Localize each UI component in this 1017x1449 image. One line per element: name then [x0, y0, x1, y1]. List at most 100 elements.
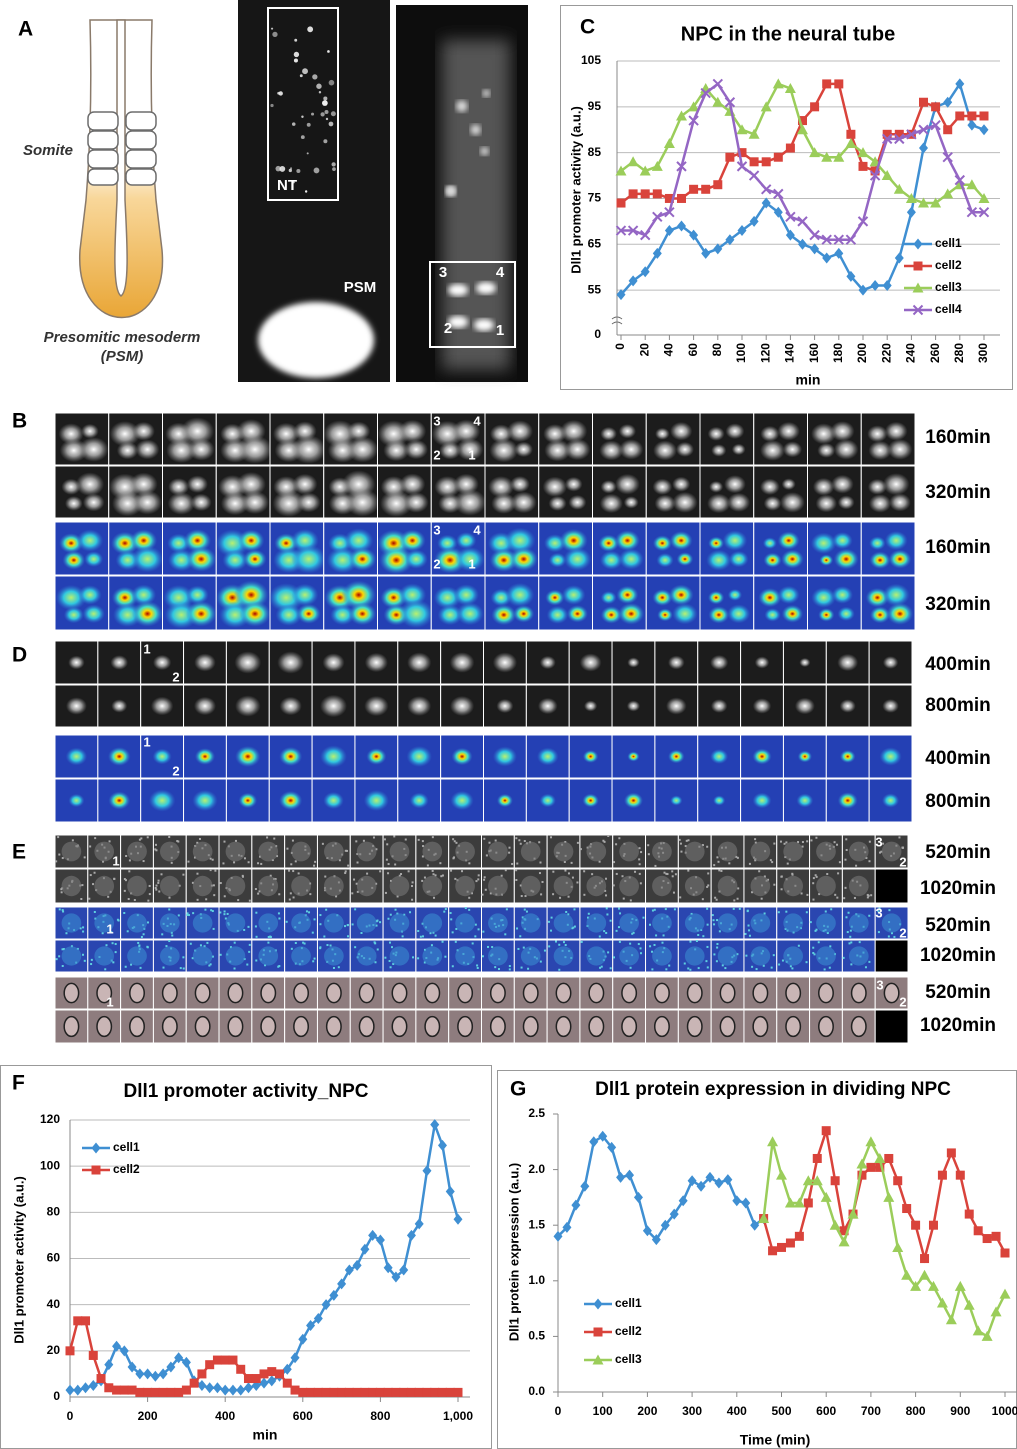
cell-signal	[816, 842, 836, 862]
noise	[509, 965, 511, 967]
x-tick-label: 0	[613, 343, 627, 350]
noise	[171, 862, 173, 864]
noise	[412, 881, 414, 883]
noise	[88, 898, 90, 900]
nt-spot	[294, 39, 297, 42]
noise	[810, 839, 812, 841]
nt-spot	[324, 110, 328, 114]
noise	[558, 969, 560, 971]
noise	[354, 908, 356, 910]
noise	[158, 880, 160, 882]
noise	[489, 842, 491, 844]
noise	[790, 965, 792, 967]
noise	[273, 838, 275, 840]
noise	[292, 870, 294, 872]
marker	[859, 162, 868, 171]
noise	[255, 925, 257, 927]
noise	[344, 872, 346, 874]
cell-signal	[813, 478, 834, 496]
noise	[739, 908, 741, 910]
marker	[846, 130, 855, 139]
noise	[606, 913, 608, 915]
noise	[491, 946, 493, 948]
cell-signal	[885, 531, 908, 550]
cell-signal	[732, 444, 746, 455]
noise	[849, 936, 851, 938]
cell-signal	[838, 607, 855, 621]
cell-outline	[852, 983, 866, 1002]
nt-spot	[320, 112, 324, 116]
noise	[845, 887, 847, 889]
noise	[190, 943, 192, 945]
noise	[868, 961, 870, 963]
noise	[373, 837, 375, 839]
nt-spot	[329, 122, 334, 127]
noise	[435, 935, 437, 937]
cell-signal	[668, 750, 684, 764]
cell-signal	[239, 601, 270, 627]
cell-signal	[567, 605, 588, 623]
noise	[879, 852, 881, 854]
noise	[865, 966, 867, 968]
cell-signal	[798, 751, 812, 763]
noise	[572, 877, 574, 879]
tile-number: 1	[143, 734, 150, 749]
noise	[509, 968, 511, 970]
cell-signal	[582, 794, 598, 808]
cell-outline	[130, 983, 144, 1002]
noise	[515, 837, 517, 839]
marker	[795, 1232, 804, 1241]
marker	[834, 79, 843, 88]
noise	[713, 864, 715, 866]
cell-signal	[840, 750, 856, 763]
noise	[812, 952, 814, 954]
noise	[213, 928, 215, 930]
noise	[384, 957, 386, 959]
noise	[515, 879, 517, 881]
noise	[158, 891, 160, 893]
cell-signal	[243, 549, 266, 568]
marker	[617, 199, 626, 208]
cell-signal	[565, 477, 583, 492]
cell-signal	[407, 652, 431, 672]
cell-signal	[713, 795, 725, 805]
psm-label: (PSM)	[101, 348, 144, 365]
cell-signal	[291, 545, 326, 574]
noise	[123, 912, 125, 914]
nt-spot	[275, 166, 280, 171]
cell-signal	[619, 876, 639, 896]
nt-spot	[311, 113, 314, 116]
noise	[143, 933, 145, 935]
noise	[850, 941, 852, 943]
x-tick-label: 200	[855, 343, 869, 363]
noise	[424, 877, 426, 879]
marker	[322, 1388, 331, 1397]
cell-signal	[711, 444, 726, 457]
marker	[967, 111, 976, 120]
noise	[640, 947, 642, 949]
chart-title: Dll1 promoter activity_NPC	[124, 1081, 369, 1102]
noise	[267, 942, 269, 944]
noise	[476, 964, 478, 966]
cell-outline	[392, 983, 406, 1002]
cell-outline	[720, 1017, 734, 1037]
noise	[482, 931, 484, 933]
cell-signal	[728, 589, 742, 601]
cell-signal	[507, 420, 533, 442]
noise	[411, 885, 413, 887]
nt-spot	[326, 118, 328, 120]
noise	[639, 847, 641, 849]
noise	[452, 838, 454, 840]
noise	[113, 878, 115, 880]
cell-signal	[816, 495, 837, 513]
cell-outline	[589, 983, 603, 1002]
marker	[291, 1386, 300, 1395]
noise	[474, 935, 476, 937]
noise	[357, 862, 359, 864]
cell-signal	[580, 653, 602, 671]
noise	[509, 847, 511, 849]
cell-outline	[425, 983, 439, 1002]
noise	[199, 838, 201, 840]
cell-signal	[710, 749, 728, 764]
marker	[104, 1383, 113, 1392]
